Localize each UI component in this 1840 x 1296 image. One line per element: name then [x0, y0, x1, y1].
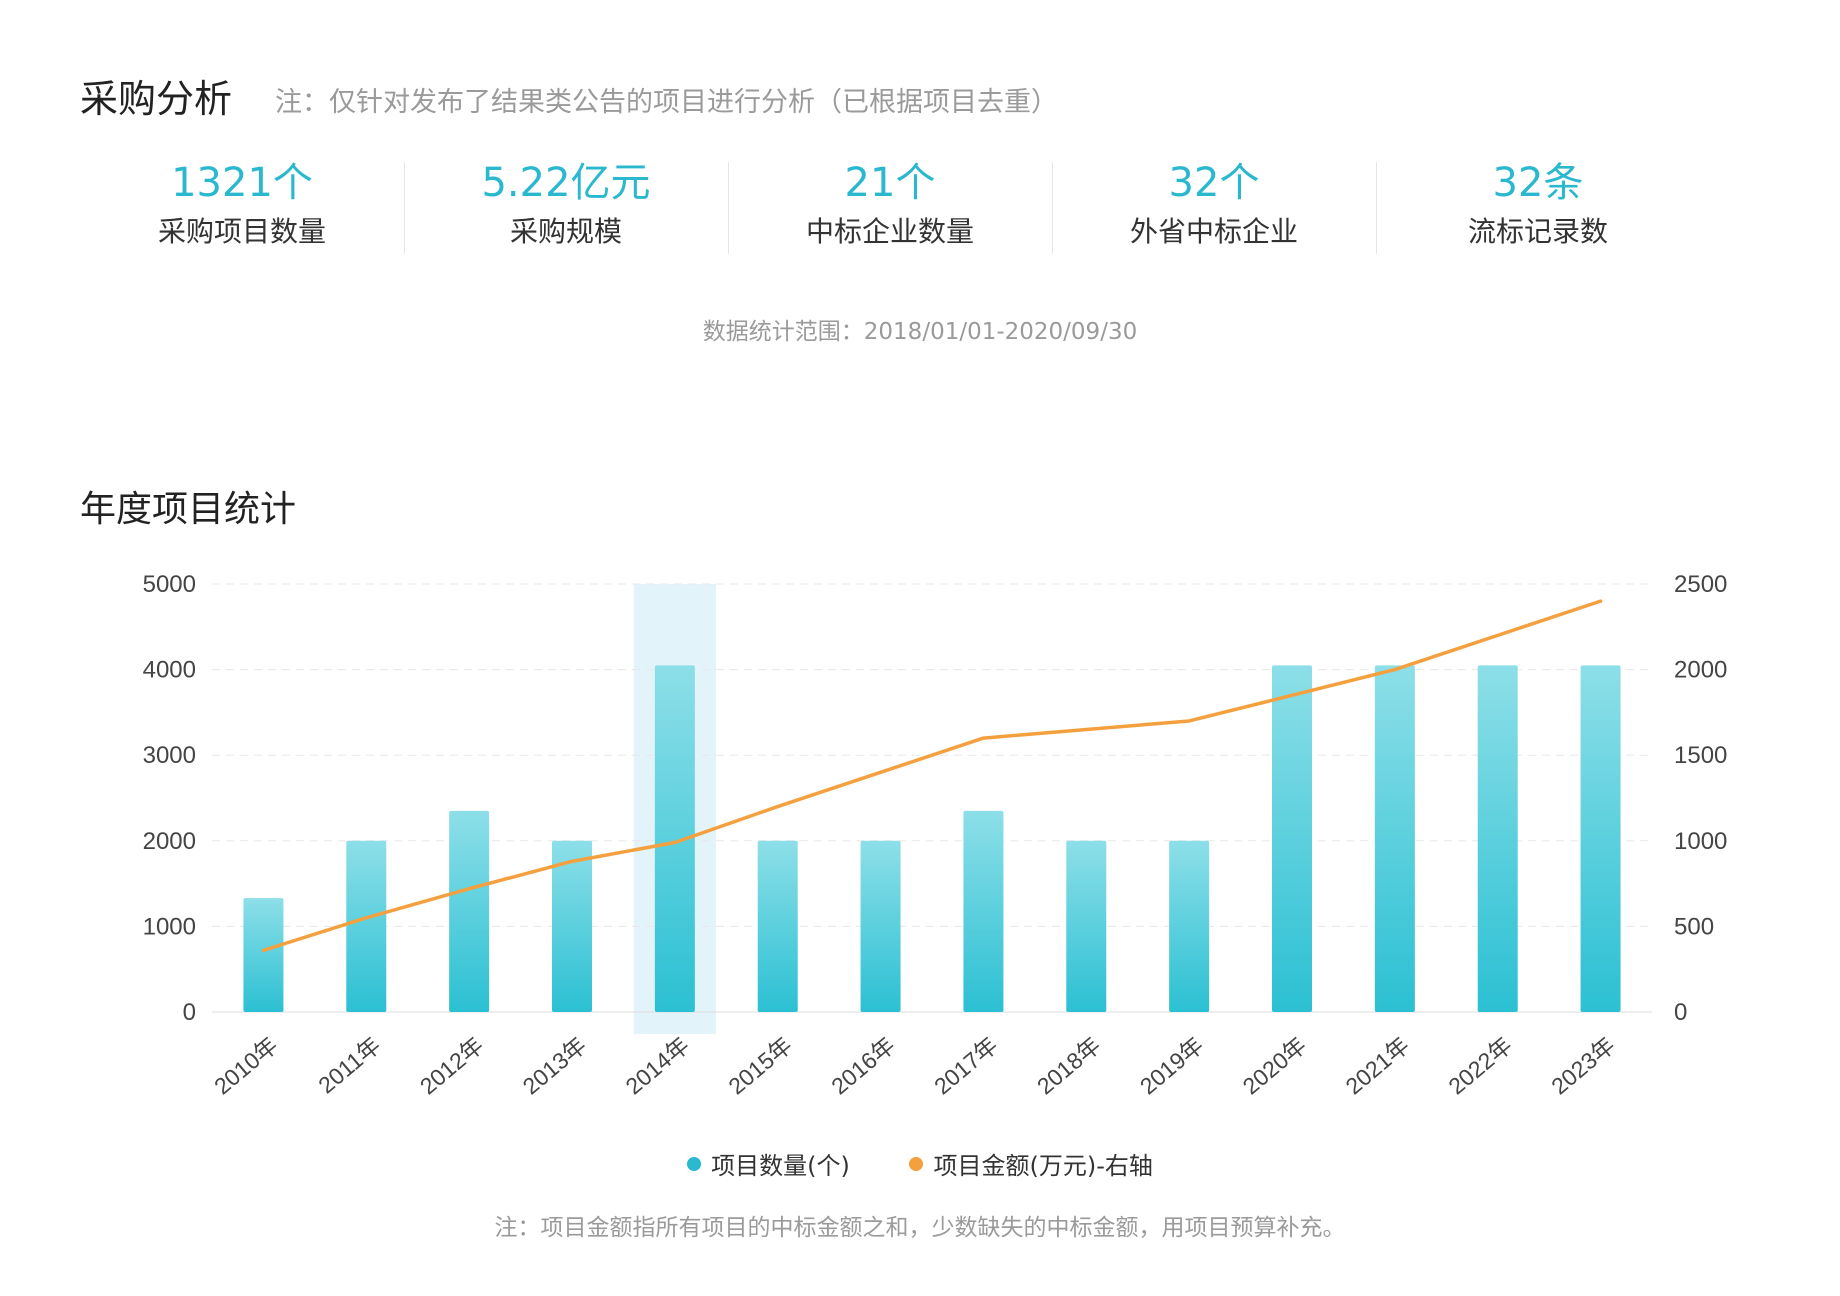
stat-scale: 5.22亿元 采购规模: [404, 158, 728, 258]
x-tick-label: 2017年: [929, 1032, 1003, 1100]
stat-failed-bids: 32条 流标记录数: [1376, 158, 1700, 258]
stats-row: 1321个 采购项目数量 5.22亿元 采购规模 21个 中标企业数量 32个 …: [80, 158, 1700, 258]
y-left-tick-label: 0: [183, 999, 196, 1026]
stat-value: 32个: [1168, 160, 1260, 206]
bar: [449, 810, 490, 1012]
y-left-tick-label: 4000: [143, 657, 196, 684]
bar: [963, 810, 1004, 1012]
footnote: 注：项目金额指所有项目的中标金额之和，少数缺失的中标金额，用项目预算补充。: [494, 1215, 1346, 1241]
chart-section-title: 年度项目统计: [80, 489, 297, 530]
legend-dot-line: [909, 1156, 924, 1171]
stat-value: 21个: [844, 160, 936, 206]
bar: [346, 840, 387, 1012]
bar: [654, 665, 695, 1012]
x-tick-label: 2012年: [415, 1032, 489, 1100]
y-right-tick-label: 1500: [1674, 742, 1727, 769]
bar: [757, 840, 798, 1012]
stat-project-count: 1321个 采购项目数量: [80, 158, 404, 258]
amount-line: [261, 599, 1603, 953]
legend-dot-bar: [687, 1156, 702, 1171]
x-tick-label: 2018年: [1032, 1032, 1106, 1100]
x-tick-label: 2015年: [723, 1032, 797, 1100]
y-right-tick-label: 1000: [1674, 828, 1727, 855]
bar: [1272, 665, 1312, 1012]
stat-value: 32条: [1492, 160, 1584, 206]
bar: [1066, 840, 1107, 1012]
bar: [243, 898, 284, 1012]
legend-label: 项目数量(个): [711, 1152, 850, 1180]
stat-label: 流标记录数: [1467, 215, 1608, 248]
stat-winner-count: 21个 中标企业数量: [728, 158, 1052, 258]
bar: [1580, 665, 1621, 1012]
legend-item-count[interactable]: 项目数量(个): [687, 1146, 850, 1181]
y-left-tick-label: 1000: [143, 913, 196, 940]
stat-label: 采购项目数量: [157, 215, 326, 248]
x-tick-label: 2010年: [209, 1032, 283, 1100]
bar: [860, 840, 901, 1012]
y-left-tick-label: 2000: [143, 828, 196, 855]
x-tick-label: 2011年: [313, 1032, 385, 1098]
y-right-tick-label: 2500: [1674, 571, 1727, 598]
x-tick-label: 2022年: [1443, 1032, 1517, 1100]
stat-label: 中标企业数量: [805, 215, 974, 248]
y-right-tick-label: 500: [1674, 913, 1714, 940]
stat-label: 外省中标企业: [1129, 215, 1298, 248]
date-range-text: 数据统计范围：2018/01/01-2020/09/30: [702, 319, 1138, 345]
bar: [552, 840, 592, 1012]
y-left-tick-label: 3000: [143, 742, 196, 769]
y-left-tick-label: 5000: [143, 571, 196, 598]
legend-label: 项目金额(万元)-右轴: [933, 1152, 1153, 1180]
x-tick-label: 2016年: [826, 1032, 900, 1100]
x-tick-label: 2020年: [1238, 1032, 1312, 1100]
stat-label: 采购规模: [509, 215, 622, 248]
x-tick-label: 2021年: [1341, 1032, 1415, 1100]
stat-value: 1321个: [171, 160, 313, 206]
stat-out-of-province: 32个 外省中标企业: [1052, 158, 1376, 258]
x-tick-label: 2014年: [621, 1032, 695, 1100]
stat-value: 5.22亿元: [481, 160, 651, 206]
y-right-tick-label: 2000: [1674, 657, 1727, 684]
legend-item-amount[interactable]: 项目金额(万元)-右轴: [909, 1146, 1153, 1181]
page-title: 采购分析: [80, 77, 233, 121]
bar: [1374, 665, 1415, 1012]
bar: [1169, 840, 1210, 1012]
x-tick-label: 2023年: [1546, 1032, 1620, 1100]
x-tick-label: 2019年: [1135, 1032, 1209, 1100]
bar: [1477, 665, 1518, 1012]
page-note: 注：仅针对发布了结果类公告的项目进行分析（已根据项目去重）: [275, 87, 1058, 118]
chart-legend: 项目数量(个) 项目金额(万元)-右轴: [0, 1146, 1840, 1181]
x-tick-label: 2013年: [518, 1032, 592, 1100]
y-right-tick-label: 0: [1674, 999, 1687, 1026]
